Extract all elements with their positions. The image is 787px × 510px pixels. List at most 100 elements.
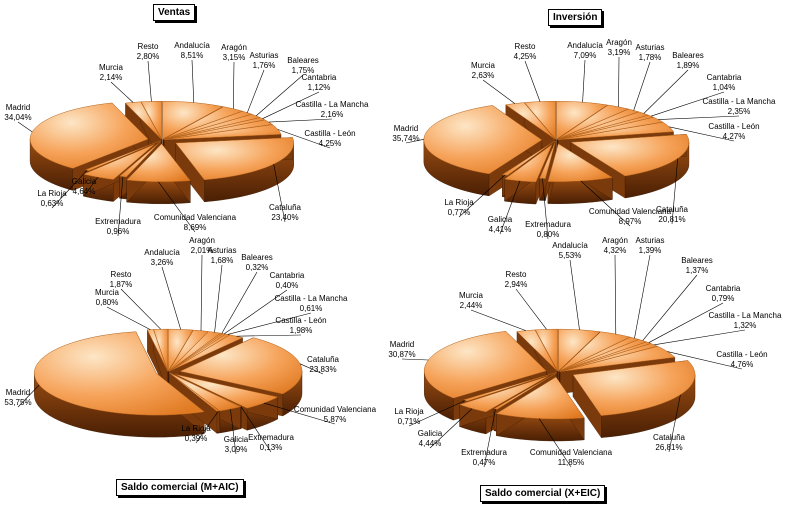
slice-label: Aragón xyxy=(602,236,628,245)
slice-value-label: 1,76% xyxy=(253,61,276,70)
slice-value-label: 2,16% xyxy=(321,110,344,119)
leader-line xyxy=(648,302,724,343)
slice-value-label: 30,87% xyxy=(388,350,415,359)
slice-label: Andalucía xyxy=(552,241,588,250)
slice-value-label: 2,80% xyxy=(137,52,160,61)
leader-line xyxy=(633,61,651,111)
slice-value-label: 1,12% xyxy=(308,83,331,92)
pie-slice-andaluc-a xyxy=(558,328,601,372)
chart-title-inversion: Inversión xyxy=(548,9,603,26)
pie-slice-andaluc-a xyxy=(556,101,609,140)
slice-label: Cataluña xyxy=(653,433,686,442)
leader-line xyxy=(654,329,746,346)
slice-value-label: 11,85% xyxy=(558,458,585,467)
slice-value-label: 3,15% xyxy=(223,53,246,62)
leader-line xyxy=(268,118,333,123)
slice-value-label: 4,27% xyxy=(723,132,746,141)
slice-label: Castilla - La Mancha xyxy=(703,97,776,106)
slice-value-label: 1,32% xyxy=(734,321,757,330)
slice-value-label: 2,14% xyxy=(100,73,123,82)
slice-value-label: 1,68% xyxy=(211,256,234,265)
pie-slice-baleares xyxy=(557,111,650,140)
slice-value-label: 8,97% xyxy=(619,217,642,226)
leader-line xyxy=(17,121,33,133)
leader-line xyxy=(658,115,740,120)
leader-line xyxy=(230,409,237,455)
leader-line xyxy=(642,274,698,341)
slice-label: Galicia xyxy=(224,435,249,444)
slice-value-label: 0,77% xyxy=(448,208,471,217)
slice-value-label: 0,80% xyxy=(537,230,560,239)
leader-line xyxy=(224,289,288,335)
slice-value-label: 5,53% xyxy=(559,251,582,260)
leader-line xyxy=(634,254,651,339)
leader-line xyxy=(499,180,521,235)
slice-label: Asturias xyxy=(636,43,665,52)
leader-line xyxy=(667,351,743,370)
slice-label: Extremadura xyxy=(525,220,571,229)
chart-title-saldo-x-eic: Saldo comercial (X+EIC) xyxy=(480,485,606,502)
leader-line xyxy=(240,406,272,453)
slice-value-label: 35,74% xyxy=(392,134,419,143)
leader-line xyxy=(538,418,572,468)
leader-line xyxy=(405,139,424,144)
pie-slice-madrid xyxy=(423,331,547,399)
slice-value-label: 4,25% xyxy=(514,52,537,61)
slice-label: Extremadura xyxy=(248,433,294,442)
slice-value-label: 7,09% xyxy=(574,51,597,60)
slice-value-label: 1,89% xyxy=(677,61,700,70)
pie-slice-galicia xyxy=(169,372,242,412)
slice-value-label: 8,69% xyxy=(184,223,207,232)
slice-value-label: 3,19% xyxy=(608,48,631,57)
pie-slice-madrid xyxy=(34,331,205,416)
slice-value-label: 4,32% xyxy=(604,246,627,255)
slice-value-label: 1,39% xyxy=(639,246,662,255)
slice-value-label: 0,47% xyxy=(473,458,496,467)
pie-slice-resto xyxy=(153,328,169,372)
slice-value-label: 53,75% xyxy=(4,398,31,407)
leader-line xyxy=(580,180,631,227)
slice-value-label: 4,76% xyxy=(731,360,754,369)
leader-line xyxy=(221,271,258,334)
slice-value-label: 0,96% xyxy=(107,227,130,236)
pie-slice-castilla-le-n xyxy=(169,334,244,372)
slice-value-label: 2,35% xyxy=(728,107,751,116)
slice-label: Extremadura xyxy=(461,448,507,457)
leader-line xyxy=(569,259,580,330)
slice-label: Aragón xyxy=(221,43,247,52)
pie-tops xyxy=(423,100,690,183)
chart-title-ventas: Ventas xyxy=(153,4,196,21)
leader-line xyxy=(147,60,152,102)
leader-line xyxy=(618,56,620,107)
pie-slice-la-rioja xyxy=(168,372,221,412)
slice-value-label: 23,40% xyxy=(271,213,298,222)
slice-value-label: 1,37% xyxy=(686,266,709,275)
slice-label: Murcia xyxy=(99,63,124,72)
slice-label: Cantabria xyxy=(270,271,305,280)
leader-line xyxy=(277,129,331,149)
leader-line xyxy=(83,177,99,197)
slice-label: La Rioja xyxy=(37,189,67,198)
leader-line xyxy=(671,158,678,225)
leader-line xyxy=(233,61,235,109)
slice-label: Galicia xyxy=(418,429,443,438)
slice-label: Castilla - La Mancha xyxy=(275,294,348,303)
slice-label: Castilla - León xyxy=(708,122,759,131)
slice-label: La Rioja xyxy=(394,407,424,416)
slice-label: Asturias xyxy=(250,51,279,60)
slice-label: Asturias xyxy=(208,246,237,255)
leader-line xyxy=(643,69,689,114)
slice-value-label: 0,63% xyxy=(41,199,64,208)
leader-line xyxy=(191,59,195,103)
leader-line xyxy=(524,60,541,102)
pie-tops xyxy=(423,328,696,420)
slice-label: Baleares xyxy=(672,51,704,60)
slice-value-label: 0,40% xyxy=(276,281,299,290)
slice-label: Cantabria xyxy=(302,73,337,82)
slice-label: Cataluña xyxy=(307,355,340,364)
pie-slice-comunidad-valenciana xyxy=(126,143,191,183)
slice-label: Aragón xyxy=(189,236,215,245)
